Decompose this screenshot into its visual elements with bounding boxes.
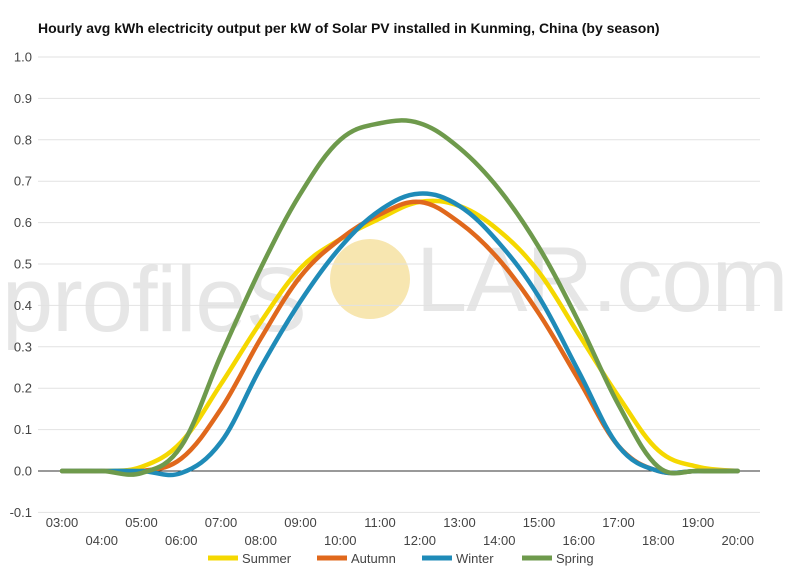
series-line-winter	[59, 191, 740, 478]
watermark: profileS LAR.com	[2, 229, 788, 351]
x-tick-label: 17:00	[602, 515, 635, 530]
x-tick-label: 08:00	[244, 533, 277, 548]
series-lines	[59, 118, 740, 478]
gridlines	[38, 56, 760, 513]
x-tick-label: 20:00	[721, 533, 754, 548]
x-tick-label: 19:00	[682, 515, 715, 530]
x-tick-label: 06:00	[165, 533, 198, 548]
y-tick-label: 0.8	[14, 132, 32, 147]
x-tick-label: 09:00	[284, 515, 317, 530]
x-tick-label: 03:00	[46, 515, 79, 530]
y-tick-label: 0.0	[14, 464, 32, 479]
y-tick-label: 1.0	[14, 50, 32, 65]
x-tick-label: 13:00	[443, 515, 476, 530]
y-axis: 1.0 0.9 0.8 0.7 0.6 0.5 0.4 0.3 0.2 0.1 0.0 -0.1	[10, 50, 32, 520]
y-tick-label: -0.1	[10, 505, 32, 520]
x-tick-label: 10:00	[324, 533, 357, 548]
y-tick-label: 0.6	[14, 215, 32, 230]
x-tick-label: 12:00	[403, 533, 436, 548]
x-tick-label: 11:00	[364, 515, 396, 530]
y-tick-label: 0.2	[14, 381, 32, 396]
legend-label-winter: Winter	[456, 551, 494, 566]
legend-label-autumn: Autumn	[351, 551, 396, 566]
x-tick-label: 16:00	[562, 533, 595, 548]
y-tick-label: 0.5	[14, 257, 32, 272]
legend-label-summer: Summer	[242, 551, 292, 566]
x-tick-label: 15:00	[523, 515, 556, 530]
x-tick-label: 18:00	[642, 533, 675, 548]
x-tick-label: 04:00	[85, 533, 118, 548]
x-tick-label: 05:00	[125, 515, 158, 530]
watermark-text-left: profileS	[2, 249, 306, 351]
y-tick-label: 0.7	[14, 174, 32, 189]
y-tick-label: 0.1	[14, 422, 32, 437]
x-axis: 03:00 04:00 05:00 06:00 07:00 08:00 09:00 10:00…	[46, 515, 754, 548]
y-tick-label: 0.3	[14, 339, 32, 354]
y-tick-label: 0.9	[14, 91, 32, 106]
watermark-text-right: LAR.com	[416, 229, 787, 331]
x-tick-label: 14:00	[483, 533, 516, 548]
y-tick-label: 0.4	[14, 298, 32, 313]
chart-title: Hourly avg kWh electricity output per kW…	[38, 20, 660, 36]
legend: Summer Autumn Winter Spring	[208, 551, 594, 566]
x-tick-label: 07:00	[205, 515, 238, 530]
series-line-spring	[59, 118, 740, 477]
legend-label-spring: Spring	[556, 551, 594, 566]
watermark-sun-icon	[330, 239, 410, 319]
